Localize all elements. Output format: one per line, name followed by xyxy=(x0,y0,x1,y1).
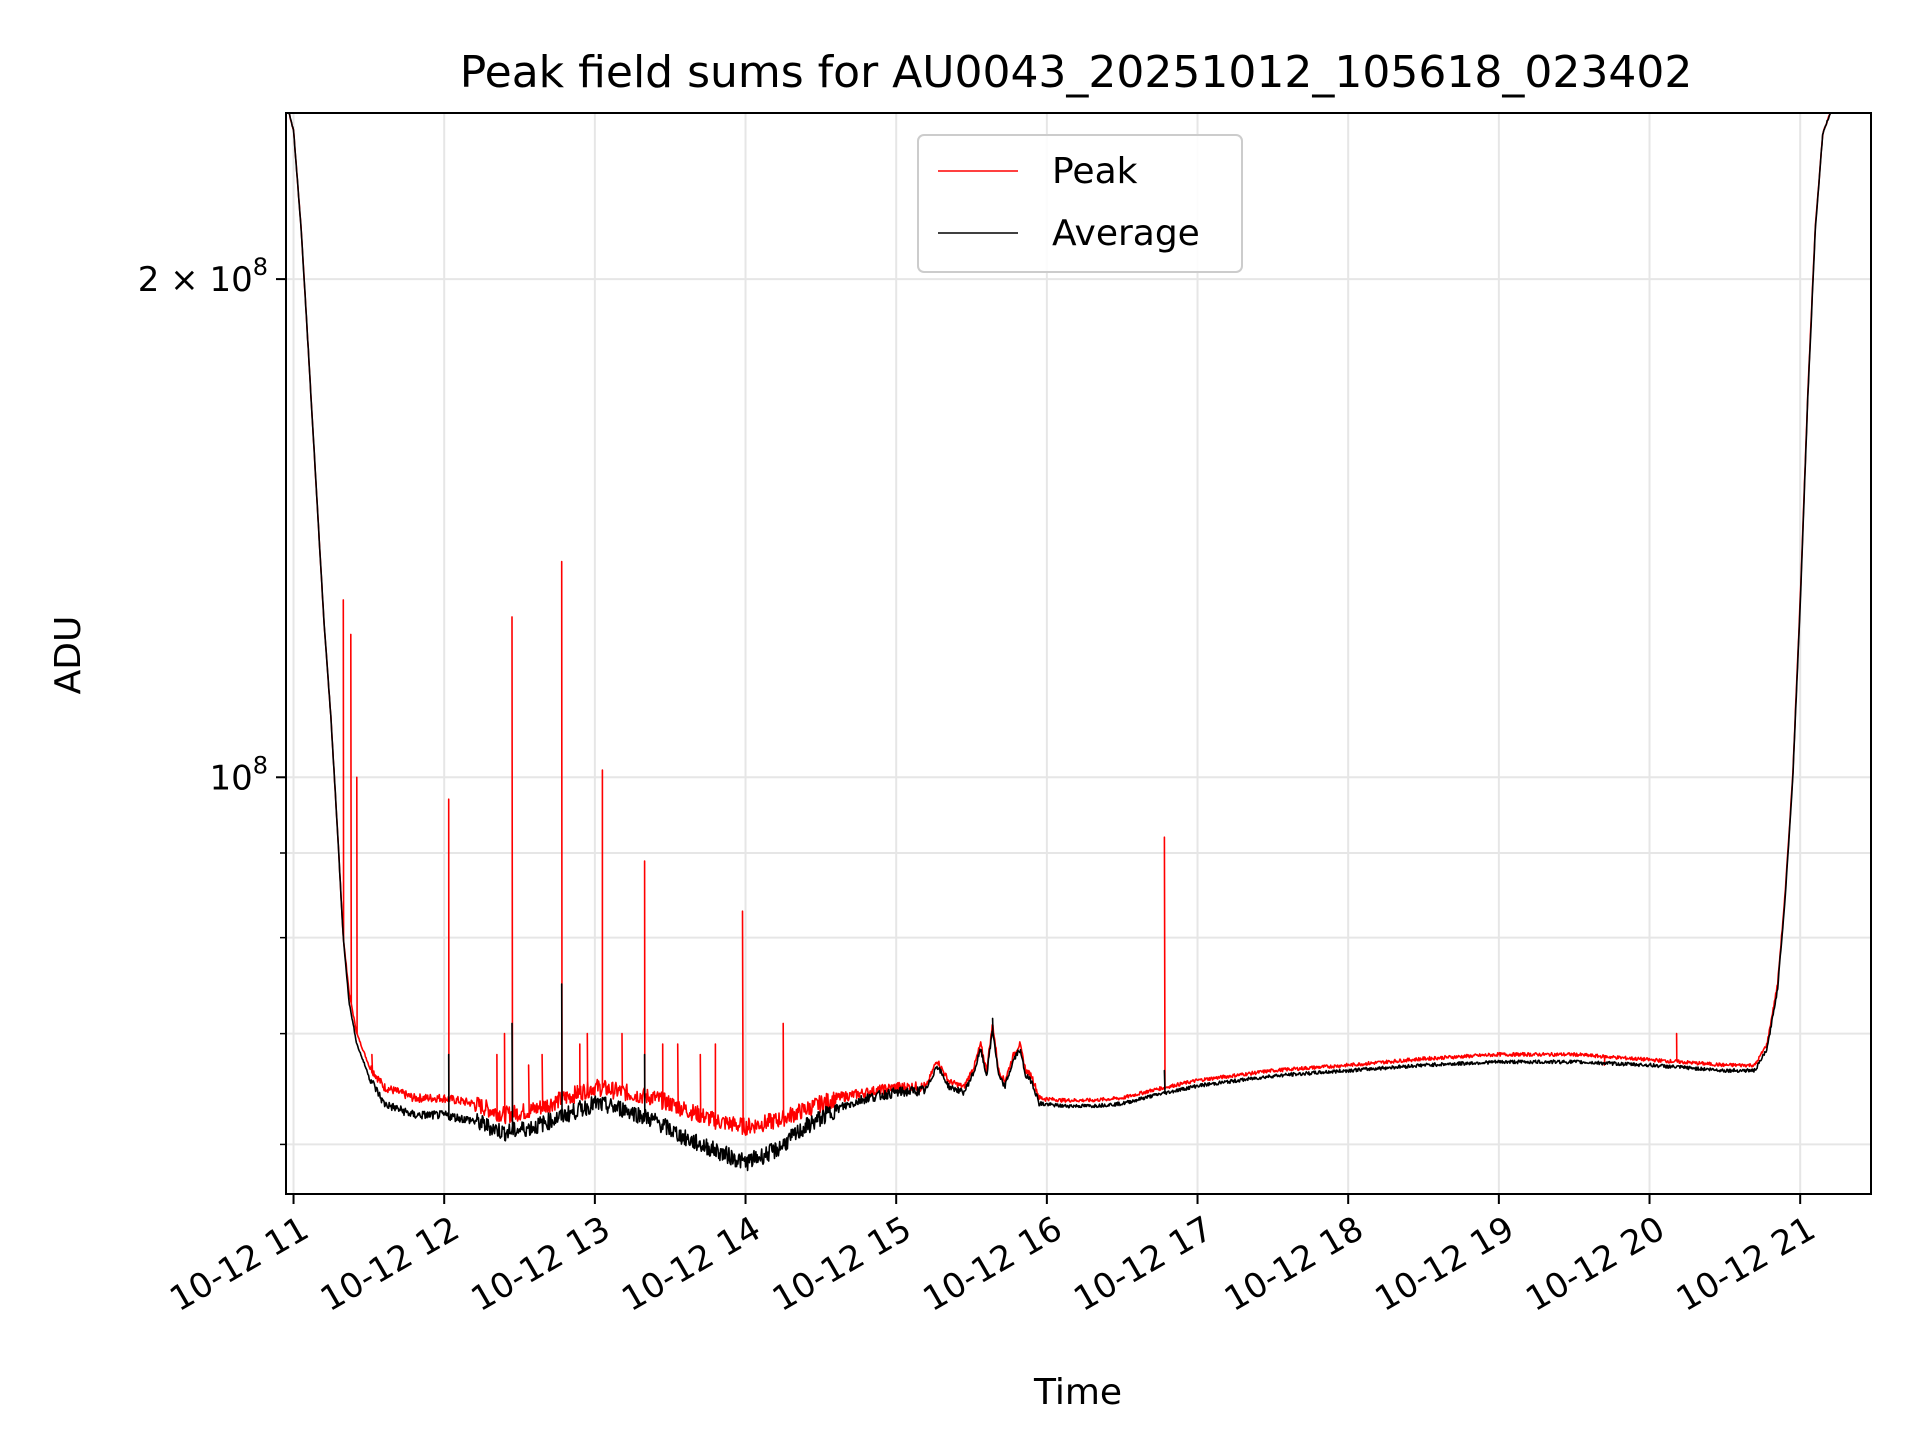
chart-title: Peak field sums for AU0043_20251012_1056… xyxy=(460,47,1693,98)
legend: Peak Average xyxy=(917,134,1243,273)
grid-lines xyxy=(286,113,1871,1194)
legend-label-average: Average xyxy=(1052,213,1200,254)
y-axis-label: ADU xyxy=(48,616,89,695)
series-layer xyxy=(288,113,1832,1172)
series-line-peak xyxy=(288,113,1831,1136)
y-tick-label-0: 108 xyxy=(209,751,268,798)
plot-frame xyxy=(285,112,1872,1195)
y-axis-ticks: 108 2 × 108 xyxy=(138,253,286,1146)
y-tick-label-1: 2 × 108 xyxy=(138,253,268,300)
series-line-average xyxy=(288,113,1832,1172)
legend-label-peak: Peak xyxy=(1052,151,1138,192)
legend-box xyxy=(917,134,1243,273)
x-axis-label: Time xyxy=(1033,1372,1122,1413)
